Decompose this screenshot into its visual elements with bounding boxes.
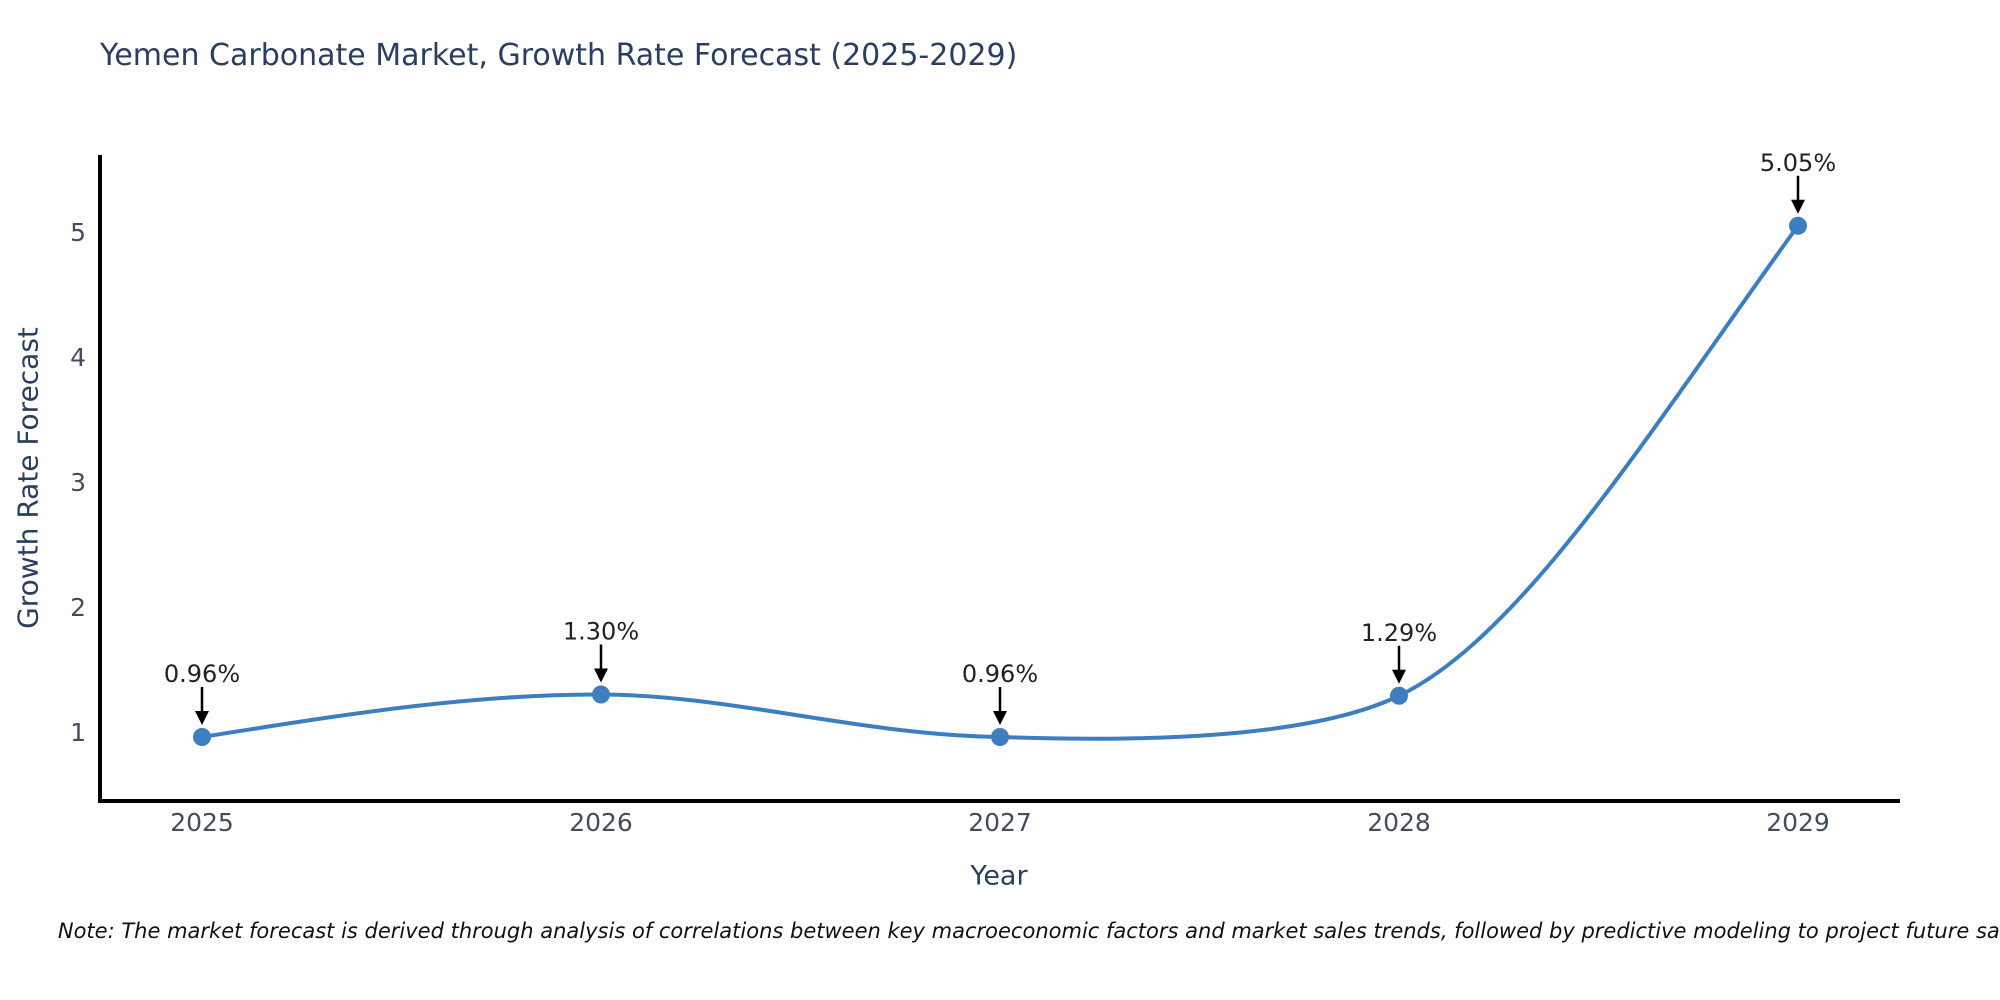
annotation-arrowhead xyxy=(1791,199,1805,214)
y-axis-title: Growth Rate Forecast xyxy=(11,327,45,629)
chart-title: Yemen Carbonate Market, Growth Rate Fore… xyxy=(100,38,1018,73)
data-point-marker xyxy=(592,685,610,704)
annotation-arrowhead xyxy=(993,711,1007,725)
annotation-arrowhead xyxy=(1392,669,1406,684)
x-tick-label: 2028 xyxy=(1367,808,1431,837)
annotation-arrowhead xyxy=(195,711,209,725)
data-point-marker xyxy=(991,728,1009,746)
y-tick-label: 5 xyxy=(70,218,86,247)
data-point-marker xyxy=(1789,216,1807,235)
data-point-marker xyxy=(193,728,211,746)
data-point-label: 0.96% xyxy=(164,660,240,688)
chart-footnote: Note: The market forecast is derived thr… xyxy=(57,919,2000,943)
data-point-label: 5.05% xyxy=(1760,149,1836,177)
x-tick-label: 2027 xyxy=(968,808,1032,837)
forecast-line-series xyxy=(201,224,1800,741)
annotation-arrowhead xyxy=(594,668,608,683)
data-point-label: 1.30% xyxy=(563,618,639,646)
data-point-label: 0.96% xyxy=(962,660,1038,688)
y-tick-label: 3 xyxy=(70,468,86,497)
y-tick-label: 2 xyxy=(70,593,86,622)
x-tick-label: 2026 xyxy=(569,808,633,837)
x-tick-label: 2029 xyxy=(1766,808,1830,837)
y-tick-label: 4 xyxy=(70,343,86,372)
data-point-marker xyxy=(1390,686,1408,705)
y-tick-label: 1 xyxy=(70,718,86,747)
x-tick-label: 2025 xyxy=(170,808,234,837)
data-point-label: 1.29% xyxy=(1361,619,1437,647)
x-axis-title: Year xyxy=(970,860,1028,892)
